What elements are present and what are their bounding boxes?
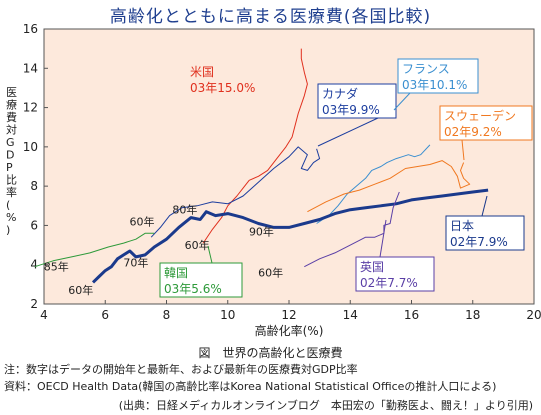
callout-leader xyxy=(461,139,465,161)
series-value-label: 02年9.2% xyxy=(444,125,502,139)
series-name-label: 英国 xyxy=(360,260,384,274)
series-value-label: 02年7.7% xyxy=(360,276,418,290)
x-tick-label: 20 xyxy=(526,308,541,322)
series-line-日本 xyxy=(91,188,489,284)
y-tick-label: 16 xyxy=(23,22,38,36)
series-name-label: カナダ xyxy=(322,86,358,101)
year-label: 70年 xyxy=(123,256,148,270)
callout-box xyxy=(439,105,533,141)
series-line-米国 xyxy=(202,48,308,244)
year-label: 60年 xyxy=(258,266,283,280)
year-label: 85年 xyxy=(44,260,69,274)
year-label: 90年 xyxy=(249,224,274,238)
x-tick-label: 4 xyxy=(40,308,48,322)
page-title: 高齢化とともに高まる医療費(各国比較) xyxy=(109,7,432,27)
series-line-カナダ xyxy=(150,146,321,238)
series-name-label: スウェーデン xyxy=(444,108,516,123)
callout-box xyxy=(317,83,397,119)
y-axis-label: 医療費対 G D P 比率(%) xyxy=(6,86,17,237)
callout-box xyxy=(445,215,525,251)
series-name-label: 日本 xyxy=(450,219,474,233)
y-tick-label: 10 xyxy=(23,140,38,154)
series-value-label: 03年10.1% xyxy=(402,78,467,92)
callout-leader xyxy=(207,245,213,264)
x-tick-label: 14 xyxy=(343,308,358,322)
callout-leader xyxy=(317,117,379,147)
series-name-label: 米国 xyxy=(190,65,214,79)
callout-box xyxy=(355,256,435,292)
callout-box xyxy=(397,58,479,94)
x-tick-label: 16 xyxy=(404,308,419,322)
y-tick-label: 14 xyxy=(23,61,38,75)
series-value-label: 03年5.6% xyxy=(164,282,222,296)
note-line: 注：数字はデータの開始年と最新年、および最新年の医療費対GDP比率 xyxy=(4,363,358,376)
figure-caption: 図 世界の高齢化と医療費 xyxy=(198,346,343,360)
callout-leader xyxy=(481,195,488,217)
callout-box xyxy=(159,262,243,298)
x-tick-label: 18 xyxy=(465,308,480,322)
source-line: 資料：OECD Health Data(韓国の高齢比率はKorea Nation… xyxy=(4,380,497,393)
year-label: 60年 xyxy=(130,214,155,228)
credit-line: (出典：日経メディカルオンラインブログ 本田宏の「勤務医よ、闘え！」より引用) xyxy=(118,399,533,412)
y-tick-label: 4 xyxy=(30,258,38,272)
series-value-label: 03年9.9% xyxy=(322,103,380,117)
y-tick-label: 12 xyxy=(23,101,38,115)
series-line-フランス xyxy=(316,144,431,224)
series-line-英国 xyxy=(304,191,400,268)
series-name-label: 韓国 xyxy=(164,266,188,280)
x-tick-label: 8 xyxy=(163,308,171,322)
year-label: 60年 xyxy=(185,238,210,252)
year-label: 80年 xyxy=(172,203,197,217)
series-line-韓国 xyxy=(34,232,155,268)
x-axis-label: 高齢化率(%) xyxy=(255,323,324,338)
callout-leader xyxy=(393,92,411,111)
callout-leader xyxy=(379,219,387,258)
series-name-label: フランス xyxy=(402,62,450,76)
y-tick-label: 6 xyxy=(30,218,38,232)
series-line-スウェーデン xyxy=(307,160,471,213)
x-tick-label: 10 xyxy=(220,308,235,322)
y-tick-label: 2 xyxy=(30,297,38,311)
series-value-label: 03年15.0% xyxy=(190,81,255,95)
y-tick-label: 8 xyxy=(30,179,38,193)
x-tick-label: 12 xyxy=(281,308,296,322)
year-label: 60年 xyxy=(68,283,93,297)
series-value-label: 02年7.9% xyxy=(450,235,508,249)
x-tick-label: 6 xyxy=(101,308,109,322)
